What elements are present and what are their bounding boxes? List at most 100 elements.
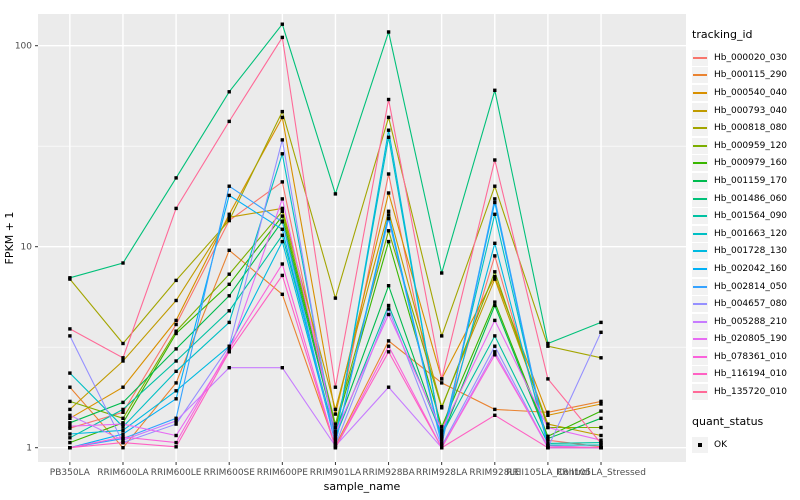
legend-quant-status: quant_status OK	[692, 415, 798, 454]
data-point	[386, 128, 391, 132]
data-point	[599, 409, 603, 413]
data-point	[68, 440, 72, 445]
data-point	[386, 229, 391, 233]
legend-item: Hb_020805_190	[692, 331, 798, 349]
data-point	[386, 209, 391, 213]
data-point	[599, 320, 603, 325]
data-point	[386, 307, 391, 311]
legend-key-swatch	[692, 137, 708, 154]
legend-key-swatch	[692, 243, 708, 260]
data-point	[121, 385, 125, 389]
legend-item: Hb_001486_060	[692, 190, 798, 208]
data-point	[599, 330, 603, 334]
legend-item-label: Hb_020805_190	[714, 334, 788, 345]
data-point	[493, 254, 497, 258]
data-point	[386, 385, 391, 389]
legend-key-line-icon	[693, 144, 707, 147]
legend-key-line-icon	[693, 162, 707, 165]
data-point	[386, 303, 391, 308]
legend-item-label: Hb_001663_120	[714, 228, 788, 239]
data-point	[599, 399, 603, 404]
data-point	[280, 214, 284, 218]
legend-item: Hb_004657_080	[692, 295, 798, 313]
data-point	[386, 339, 391, 343]
legend-key-line-icon	[693, 91, 707, 94]
data-point	[493, 184, 497, 188]
data-point	[599, 356, 603, 360]
data-point	[174, 206, 178, 211]
data-point	[280, 180, 284, 184]
data-point	[546, 410, 550, 414]
y-tick-label: 10	[21, 243, 33, 253]
legend-item-label: Hb_078361_010	[714, 351, 788, 362]
legend-item-label: Hb_000540_040	[714, 87, 788, 98]
legend-key-swatch	[692, 120, 708, 137]
x-tick-label: RRIM600LA	[97, 468, 149, 478]
data-point	[280, 109, 284, 114]
x-tick-label: RRIM928LE	[469, 468, 520, 478]
data-point	[333, 192, 338, 196]
data-point	[121, 435, 125, 439]
data-point	[227, 366, 231, 370]
legend-item: Hb_002042_160	[692, 260, 798, 278]
data-point	[280, 292, 284, 296]
data-point	[386, 239, 391, 244]
data-point	[599, 433, 603, 438]
data-point	[121, 400, 125, 405]
data-point	[546, 436, 550, 441]
x-tick-label: PB350LA	[50, 468, 91, 478]
x-tick-label: RRIM901LA	[310, 468, 362, 478]
legend-item-label: Hb_000793_040	[714, 105, 788, 116]
data-point	[68, 327, 72, 331]
data-point	[280, 206, 284, 211]
data-point	[386, 97, 391, 102]
legend-key-line-icon	[693, 391, 707, 394]
legend-key-swatch	[692, 102, 708, 119]
data-point	[440, 377, 444, 381]
legend-item: Hb_000793_040	[692, 102, 798, 120]
gridlines-minor	[38, 145, 686, 348]
legend-key-line-icon	[693, 285, 707, 288]
y-tick-label: 100	[15, 42, 32, 52]
data-point	[174, 416, 178, 420]
data-point	[280, 239, 284, 244]
legend-key-swatch	[692, 49, 708, 66]
x-axis-title: sample_name	[324, 480, 401, 493]
legend-key-swatch	[692, 155, 708, 172]
data-point	[68, 416, 72, 420]
legend-key-swatch	[692, 384, 708, 401]
legend-tracking-id-items: Hb_000020_030 Hb_000115_290 Hb_000540_040 H…	[692, 49, 798, 401]
legend-item-label: Hb_005288_210	[714, 316, 788, 327]
legend-key-swatch	[692, 84, 708, 101]
data-point	[599, 402, 603, 406]
data-point	[121, 261, 125, 265]
legend-item-label: Hb_001564_090	[714, 211, 788, 222]
legend-item: Hb_001663_120	[692, 225, 798, 243]
data-point	[546, 425, 550, 430]
data-point	[493, 88, 497, 92]
data-point	[68, 334, 72, 338]
legend-key-swatch	[692, 208, 708, 225]
legend-item: Hb_116194_010	[692, 366, 798, 384]
data-point	[333, 412, 338, 416]
data-point	[121, 440, 125, 445]
data-point	[68, 426, 72, 430]
data-point	[546, 413, 550, 417]
legend: tracking_id Hb_000020_030 Hb_000115_290 Hb…	[692, 28, 798, 453]
legend-key-line-icon	[693, 197, 707, 200]
legend-key-line-icon	[693, 232, 707, 235]
data-point	[333, 422, 338, 426]
data-point	[493, 353, 497, 357]
legend-item-label: Hb_000818_080	[714, 123, 788, 134]
data-point	[280, 366, 284, 370]
data-point	[386, 135, 391, 139]
data-point	[174, 329, 178, 333]
data-point	[174, 359, 178, 363]
data-point	[174, 445, 178, 449]
data-point	[121, 416, 125, 420]
data-point	[280, 138, 284, 142]
data-point	[546, 446, 550, 450]
legend-key-line-icon	[693, 320, 707, 323]
legend-key-swatch	[692, 348, 708, 365]
